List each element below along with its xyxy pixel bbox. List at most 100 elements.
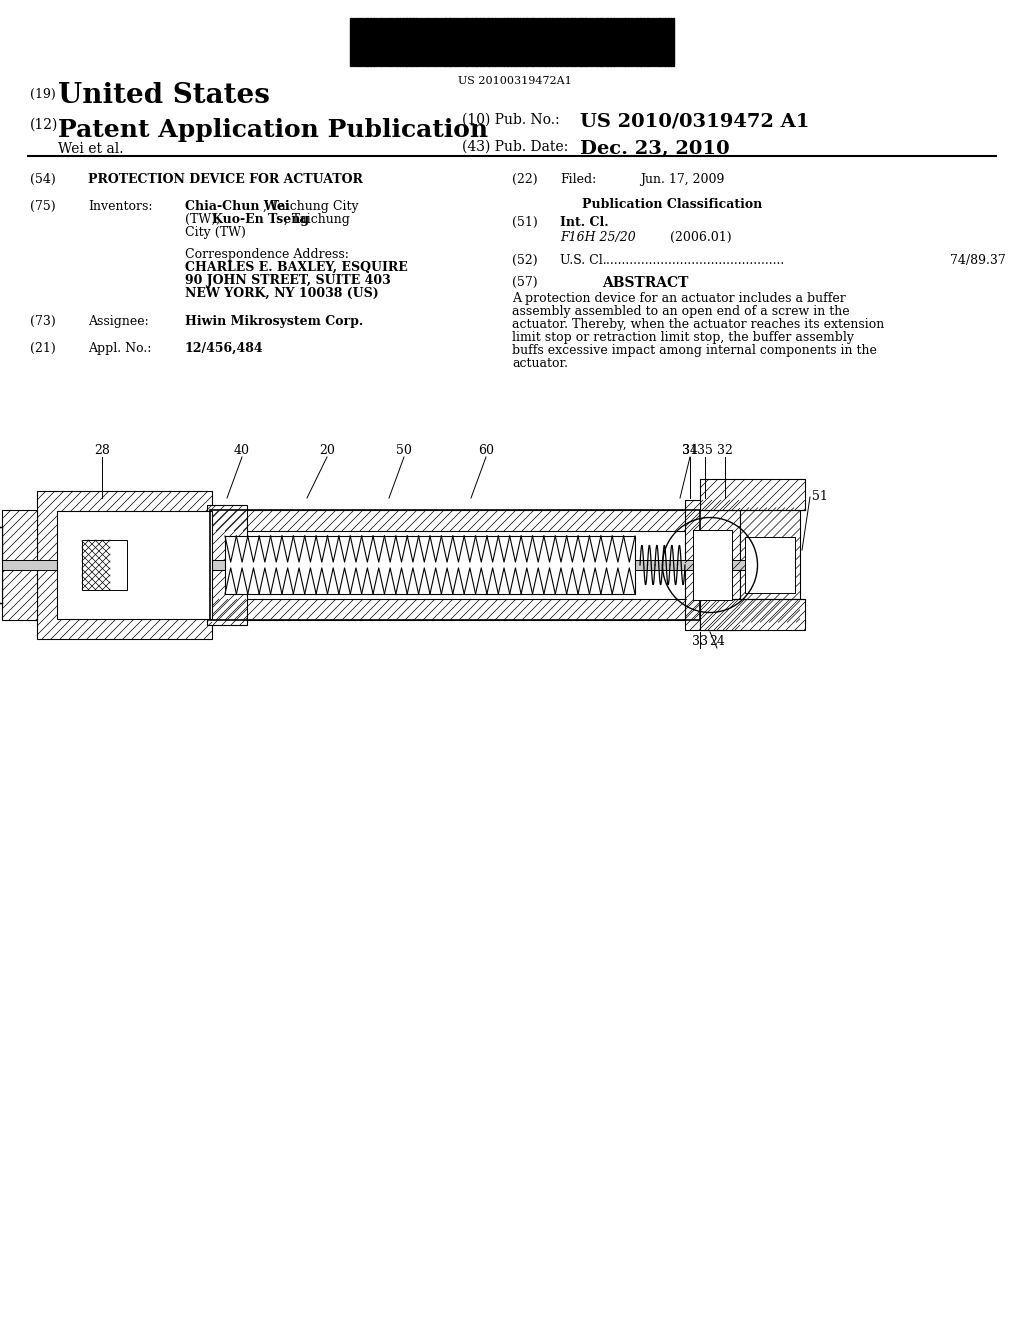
Bar <box>670 18 672 66</box>
Bar <box>210 510 700 531</box>
Bar <box>494 18 496 66</box>
Bar <box>360 18 362 66</box>
Text: (22): (22) <box>512 173 538 186</box>
Text: Wei et al.: Wei et al. <box>58 143 124 156</box>
Text: 60: 60 <box>478 444 494 457</box>
Bar <box>624 18 626 66</box>
Text: US 2010/0319472 A1: US 2010/0319472 A1 <box>580 114 810 131</box>
Text: Assignee:: Assignee: <box>88 315 148 327</box>
Text: , Taichung City: , Taichung City <box>263 201 358 213</box>
Text: (21): (21) <box>30 342 55 355</box>
Bar <box>409 18 411 66</box>
Text: (57): (57) <box>512 276 538 289</box>
Text: F16H 25/20: F16H 25/20 <box>560 231 636 244</box>
Bar <box>596 18 598 66</box>
Text: , Taichung: , Taichung <box>284 213 350 226</box>
Bar <box>412 18 414 66</box>
Bar <box>453 18 455 66</box>
Bar <box>0 560 790 570</box>
Bar <box>693 531 732 601</box>
Text: 28: 28 <box>94 444 110 457</box>
Bar <box>0 527 2 603</box>
Bar <box>479 18 481 66</box>
Text: (12): (12) <box>30 117 58 132</box>
Bar <box>646 18 649 66</box>
Bar <box>584 18 587 66</box>
Text: (19): (19) <box>30 88 55 102</box>
Bar <box>664 18 666 66</box>
Text: (2006.01): (2006.01) <box>670 231 731 244</box>
Bar <box>444 18 447 66</box>
Bar <box>667 18 669 66</box>
Text: 31: 31 <box>682 444 698 457</box>
Text: Filed:: Filed: <box>560 173 596 186</box>
Bar <box>548 18 550 66</box>
Text: 90 JOHN STREET, SUITE 403: 90 JOHN STREET, SUITE 403 <box>185 275 391 286</box>
Bar <box>556 18 558 66</box>
Text: Hiwin Mikrosystem Corp.: Hiwin Mikrosystem Corp. <box>185 315 364 327</box>
Text: 34: 34 <box>682 444 698 457</box>
Bar <box>613 18 615 66</box>
Bar <box>571 18 573 66</box>
Text: (43) Pub. Date:: (43) Pub. Date: <box>462 140 568 154</box>
Bar <box>745 537 795 593</box>
Text: Jun. 17, 2009: Jun. 17, 2009 <box>640 173 724 186</box>
Bar <box>539 18 541 66</box>
Text: 74/89.37: 74/89.37 <box>950 253 1006 267</box>
Text: NEW YORK, NY 10038 (US): NEW YORK, NY 10038 (US) <box>185 286 379 300</box>
Bar <box>210 510 700 620</box>
Text: US 20100319472A1: US 20100319472A1 <box>458 77 571 86</box>
Bar <box>574 18 575 66</box>
Text: 24: 24 <box>709 635 725 648</box>
Text: buffs excessive impact among internal components in the: buffs excessive impact among internal co… <box>512 345 877 356</box>
Text: CHARLES E. BAXLEY, ESQUIRE: CHARLES E. BAXLEY, ESQUIRE <box>185 261 408 275</box>
Text: ABSTRACT: ABSTRACT <box>602 276 688 290</box>
Bar <box>627 18 629 66</box>
Text: Correspondence Address:: Correspondence Address: <box>185 248 349 261</box>
Bar <box>519 18 521 66</box>
Bar <box>399 18 401 66</box>
Text: Publication Classification: Publication Classification <box>582 198 762 211</box>
Bar <box>490 18 493 66</box>
Bar <box>566 18 568 66</box>
Bar <box>474 18 478 66</box>
Bar <box>406 18 408 66</box>
Text: United States: United States <box>58 82 270 110</box>
Text: Dec. 23, 2010: Dec. 23, 2010 <box>580 140 730 158</box>
Text: U.S. Cl.: U.S. Cl. <box>560 253 606 267</box>
Bar <box>373 18 375 66</box>
Bar <box>402 18 404 66</box>
Bar <box>522 18 524 66</box>
Text: actuator. Thereby, when the actuator reaches its extension: actuator. Thereby, when the actuator rea… <box>512 318 885 331</box>
Bar <box>2 510 37 620</box>
Text: (10) Pub. No.:: (10) Pub. No.: <box>462 114 560 127</box>
Bar <box>380 18 382 66</box>
Bar <box>389 18 391 66</box>
Bar <box>471 18 473 66</box>
Bar <box>559 18 561 66</box>
Text: limit stop or retraction limit stop, the buffer assembly: limit stop or retraction limit stop, the… <box>512 331 854 345</box>
Bar <box>700 479 805 510</box>
Bar <box>551 18 553 66</box>
Bar <box>350 18 352 66</box>
Text: Appl. No.:: Appl. No.: <box>88 342 152 355</box>
Text: City (TW): City (TW) <box>185 226 246 239</box>
Bar <box>426 18 428 66</box>
Bar <box>525 18 528 66</box>
Bar <box>456 18 458 66</box>
Text: actuator.: actuator. <box>512 356 568 370</box>
Text: Patent Application Publication: Patent Application Publication <box>58 117 488 143</box>
Bar <box>510 18 512 66</box>
Bar <box>415 18 417 66</box>
Bar <box>396 18 398 66</box>
Text: 32: 32 <box>717 444 733 457</box>
Bar <box>531 18 534 66</box>
Bar <box>503 18 505 66</box>
Bar <box>658 18 662 66</box>
Bar <box>544 18 547 66</box>
Text: Kuo-En Tseng: Kuo-En Tseng <box>212 213 309 226</box>
Text: 40: 40 <box>234 444 250 457</box>
Text: Chia-Chun Wei: Chia-Chun Wei <box>185 201 290 213</box>
Bar <box>599 18 603 66</box>
Bar <box>610 18 612 66</box>
